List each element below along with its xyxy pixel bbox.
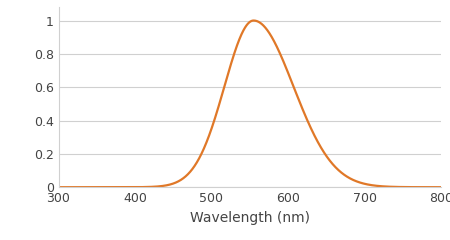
- X-axis label: Wavelength (nm): Wavelength (nm): [190, 211, 310, 225]
